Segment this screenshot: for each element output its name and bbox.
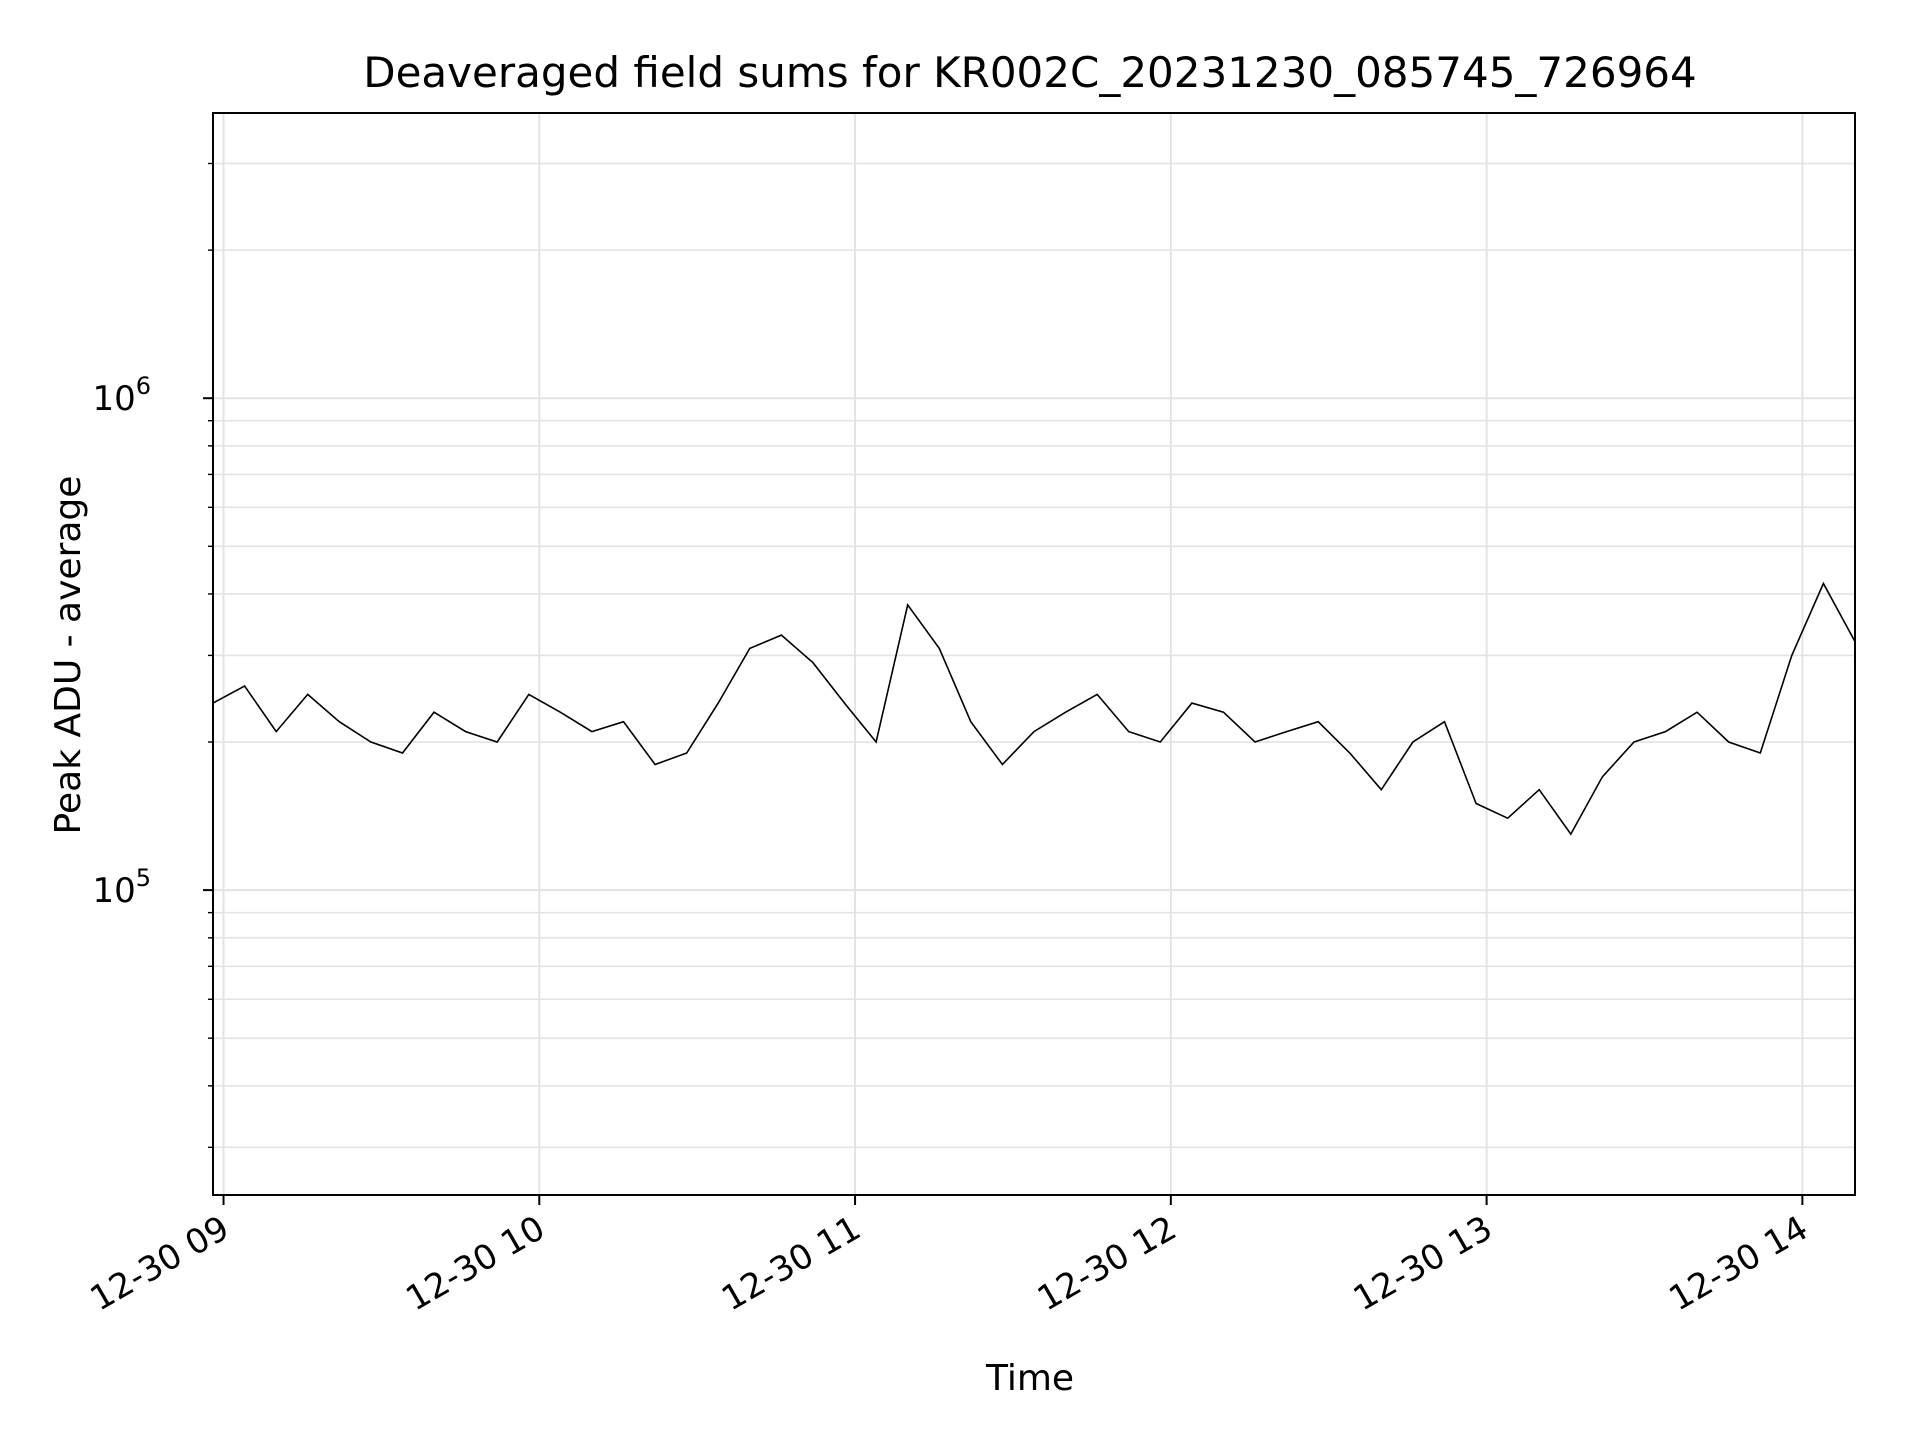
grid xyxy=(213,113,1855,1195)
y-tick-exponent: 5 xyxy=(136,864,151,892)
x-axis-label: Time xyxy=(985,1358,1074,1399)
series-line xyxy=(212,581,1856,836)
y-axis-label: Peak ADU - average xyxy=(48,476,89,835)
plot-area xyxy=(212,581,1856,836)
axes-frame xyxy=(212,112,1856,1196)
y-tick-label: 105 xyxy=(92,864,151,911)
chart-title: Deaveraged field sums for KR002C_2023123… xyxy=(363,48,1697,97)
y-tick-exponent: 6 xyxy=(136,372,151,400)
